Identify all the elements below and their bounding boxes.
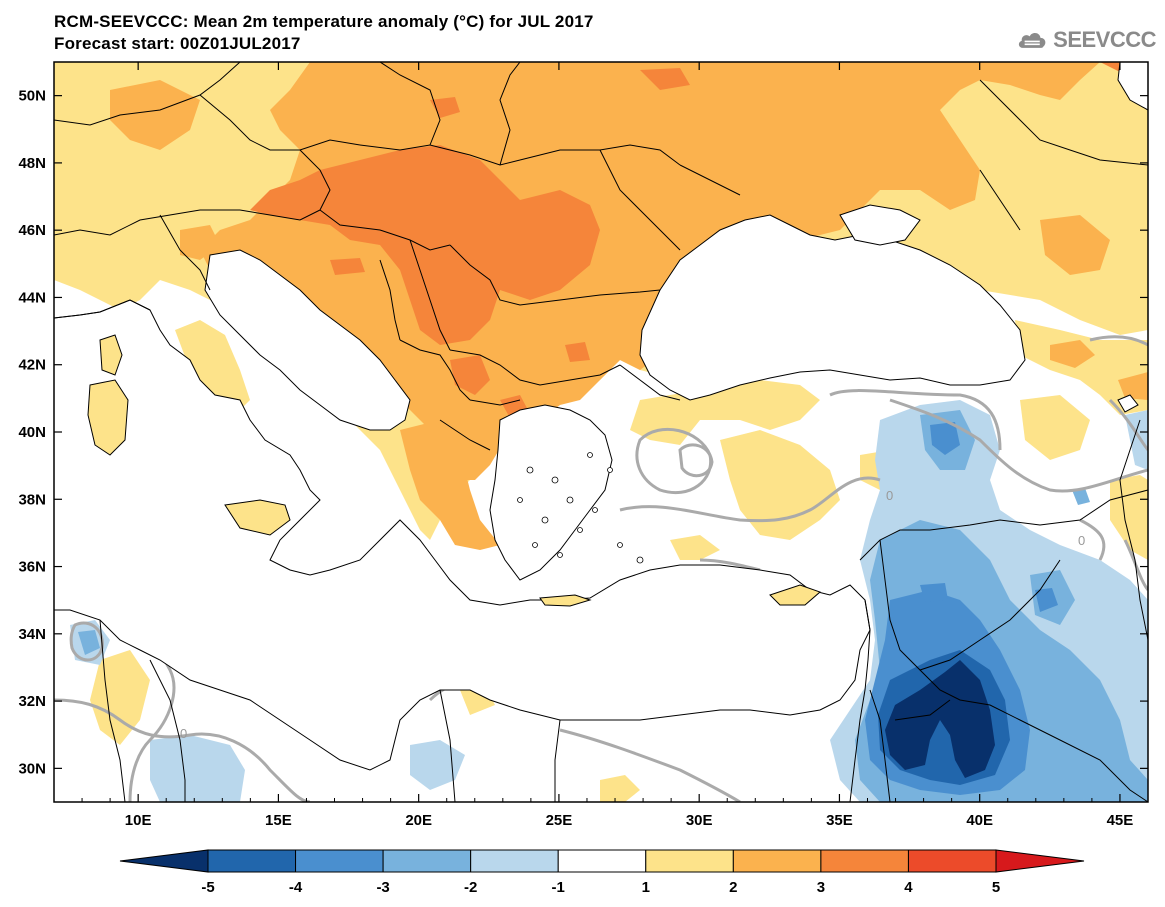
crete: [539, 594, 592, 607]
lon-tick-label: 20E: [405, 812, 432, 829]
lon-tick-label: 30E: [686, 812, 713, 829]
map-title: RCM-SEEVCCC: Mean 2m temperature anomaly…: [54, 12, 594, 31]
colorbar-label: 2: [729, 879, 737, 896]
lon-tick-label: 25E: [546, 812, 573, 829]
colorbar-segment: [645, 849, 734, 873]
small-islands: [517, 452, 644, 564]
colorbar-segment: [820, 849, 909, 873]
colorbar-segment: [295, 849, 384, 873]
corsica: [99, 334, 123, 376]
colorbar-label: 1: [642, 879, 650, 896]
colorbar-segment: [557, 849, 647, 873]
positive-anomaly-fills: [54, 62, 1148, 802]
lat-tick-label: 40N: [18, 424, 46, 441]
colorbar-segment: [207, 849, 297, 873]
colorbar-label: 3: [817, 879, 825, 896]
negative-anomaly-fills: [70, 400, 1148, 802]
caspian-sea: [1117, 62, 1148, 111]
country-borders: [54, 62, 1148, 802]
contour-label: 0: [886, 488, 893, 503]
lat-tick-label: 48N: [18, 155, 46, 172]
logo-text: SEEVCCC: [1053, 27, 1156, 52]
colorbar-label: 5: [992, 879, 1000, 896]
colorbar-segment: [907, 849, 997, 873]
sardinia: [87, 379, 129, 456]
colorbar-upper-triangle: [995, 849, 1085, 873]
azov-sea: [839, 204, 921, 246]
cyprus: [769, 584, 821, 606]
map-plot-area: 0 0 0: [54, 62, 1148, 802]
lake-van: [1117, 394, 1139, 413]
lat-tick-label: 42N: [18, 357, 46, 374]
aegean-sea: [489, 404, 613, 581]
lat-tick-label: 34N: [18, 626, 46, 643]
colorbar-label: -4: [289, 879, 303, 896]
lat-tick-label: 36N: [18, 559, 46, 576]
lat-tick-label: 46N: [18, 222, 46, 239]
adriatic-sea: [204, 249, 411, 431]
sicily: [224, 499, 291, 536]
forecast-start-subtitle: Forecast start: 00Z01JUL2017: [54, 34, 301, 53]
cloud-logo-icon: [1018, 33, 1046, 48]
colorbar-label: -1: [552, 879, 565, 896]
lat-tick-label: 30N: [18, 760, 46, 777]
islands: [87, 334, 821, 607]
lon-tick-label: 15E: [265, 812, 292, 829]
contour-label: 0: [180, 726, 187, 741]
colorbar-label: -3: [376, 879, 389, 896]
lat-tick-label: 44N: [18, 289, 46, 306]
colorbar-segment: [470, 849, 559, 873]
lon-tick-label: 35E: [826, 812, 853, 829]
lon-tick-label: 40E: [966, 812, 993, 829]
colorbar-label: -2: [464, 879, 477, 896]
colorbar-segment: [732, 849, 822, 873]
lat-tick-label: 38N: [18, 491, 46, 508]
colorbar-label: -5: [201, 879, 214, 896]
contour-label: 0: [1078, 533, 1085, 548]
coastlines: [54, 299, 151, 319]
lon-tick-label: 10E: [125, 812, 152, 829]
lat-tick-label: 50N: [18, 88, 46, 105]
latitude-axis: 50N 48N 46N 44N 42N 40N 38N 36N 34N 32N 30N: [18, 88, 1148, 777]
colorbar-label: 4: [904, 879, 913, 896]
lat-tick-label: 32N: [18, 693, 46, 710]
longitude-axis: 10E 15E 20E 25E 30E 35E 40E 45E: [81, 62, 1134, 829]
black-sea: [639, 214, 1026, 401]
zero-contours: [54, 335, 1148, 802]
colorbar: -5 -4 -3 -2 -1 1 2 3 4 5: [119, 849, 1085, 896]
mediterranean-sea: [54, 299, 871, 771]
contour-labels: 0 0 0: [180, 488, 1085, 741]
lon-tick-label: 45E: [1107, 812, 1134, 829]
sea-areas: [54, 62, 1148, 771]
colorbar-segment: [382, 849, 472, 873]
colorbar-lower-triangle: [119, 849, 209, 873]
seevccc-logo: SEEVCCC: [1016, 22, 1156, 58]
